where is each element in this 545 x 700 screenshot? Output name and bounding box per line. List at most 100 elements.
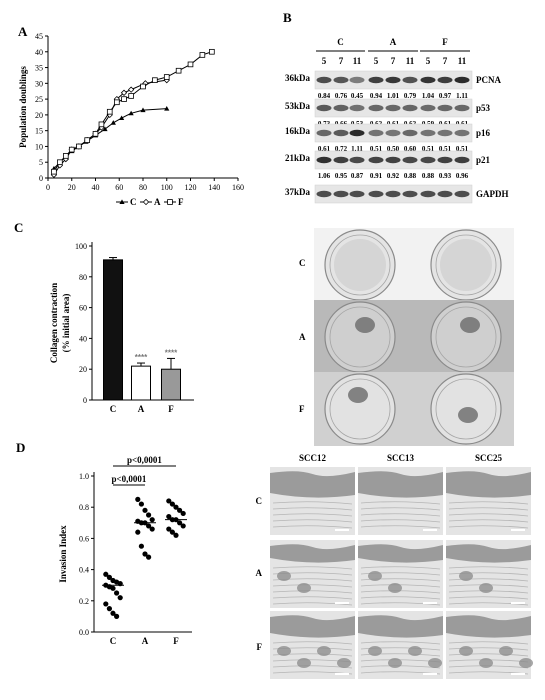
stroma-fiber: [448, 647, 529, 651]
blot-kda-label: 16kDa: [285, 126, 311, 136]
data-point-F: [173, 532, 179, 538]
stroma-fiber: [360, 501, 441, 505]
blot-value: 0.92: [387, 172, 400, 180]
series-point-A: [120, 89, 128, 96]
invading-cell-nest: [428, 658, 442, 668]
series-point-F: [199, 52, 206, 58]
invasion-index-chart: 0.0 0.2 0.4 0.6 0.8 1.0 Invasion Index C A Fp<0,0…: [58, 455, 192, 646]
data-point-C: [114, 590, 120, 596]
data-point-A: [135, 496, 141, 502]
invading-cell-nest: [368, 646, 382, 656]
blot-value: 1.06: [318, 172, 331, 180]
gel-row-label-C: C: [299, 258, 306, 268]
stroma-fiber: [360, 578, 441, 582]
bar-F: [161, 368, 181, 401]
data-point-C: [110, 610, 116, 616]
blot-lane-label: 11: [458, 56, 467, 66]
series-point-F: [76, 143, 82, 150]
blot-band: [316, 156, 332, 164]
blot-band: [368, 129, 384, 137]
y-tick-label: 0.6: [79, 534, 89, 543]
y-tick-label: 15: [35, 127, 43, 136]
y-tick-label: 40: [79, 334, 87, 343]
x-tick-label: A: [138, 404, 145, 414]
stroma-fiber: [448, 653, 529, 657]
blot-kda-label: 36kDa: [285, 73, 311, 83]
invading-cell-nest: [277, 646, 291, 656]
blot-lane-label: 11: [406, 56, 415, 66]
legend-label-A: A: [154, 197, 161, 207]
stroma-fiber: [360, 653, 441, 657]
blot-value: 0.88: [404, 172, 417, 180]
gel-row-label-A: A: [299, 332, 306, 342]
series-point-F: [163, 74, 170, 80]
blot-value: 0.97: [439, 92, 452, 100]
gel-disc: [440, 239, 492, 291]
epithelium-layer: [358, 544, 443, 563]
bar-A: [131, 365, 151, 401]
panel-letter-a: A: [18, 24, 28, 39]
stroma-fiber: [360, 647, 441, 651]
stroma-fiber: [448, 507, 529, 511]
y-axis-title: Invasion Index: [58, 525, 68, 583]
stroma-fiber: [272, 519, 353, 523]
blot-band: [385, 156, 401, 164]
stroma-fiber: [448, 578, 529, 582]
blot-band: [368, 76, 384, 84]
data-point-A: [135, 529, 141, 535]
blot-lane-label: 5: [322, 56, 327, 66]
blot-value: 1.11: [351, 145, 363, 153]
y-tick-label: 35: [35, 64, 43, 73]
stroma-fiber: [448, 572, 529, 576]
blot-value: 1.04: [422, 92, 435, 100]
invading-cell-nest: [277, 571, 291, 581]
x-tick-label: 140: [208, 183, 220, 192]
blot-band: [437, 104, 453, 112]
data-point-F: [173, 504, 179, 510]
stroma-fiber: [360, 572, 441, 576]
gel-dish-rim: [329, 306, 391, 368]
series-point-C: [102, 126, 108, 132]
blot-group-label: F: [442, 37, 448, 47]
epithelium-layer: [446, 544, 531, 563]
blot-band: [368, 104, 384, 112]
blot-band: [333, 156, 349, 164]
data-point-A: [146, 554, 152, 560]
significance-mark: ****: [165, 348, 178, 357]
blot-band: [454, 129, 470, 137]
blot-lane-label: 7: [339, 56, 344, 66]
blot-value: 0.93: [439, 172, 452, 180]
stroma-fiber: [360, 566, 441, 570]
series-point-F: [57, 159, 63, 166]
y-tick-label: 0.0: [79, 628, 89, 637]
growth-curve-chart: 0 5 10 15 20 25 30 35 40 45 0 20 40 60 80 100 120 140 160 P…: [18, 32, 244, 207]
blot-value: 0.88: [422, 172, 435, 180]
y-tick-label: 45: [35, 32, 43, 41]
data-point-C: [117, 595, 123, 601]
blot-value: 0.91: [370, 172, 383, 180]
blot-value: 0.51: [370, 145, 383, 153]
epithelium-layer: [446, 615, 531, 638]
x-tick-label: A: [142, 636, 149, 646]
epithelium-layer: [446, 471, 531, 498]
y-tick-label: 40: [35, 48, 43, 57]
blot-band: [385, 129, 401, 137]
series-point-F: [92, 131, 99, 137]
gel-dish-rim: [435, 378, 497, 440]
stroma-fiber: [272, 513, 353, 517]
invading-cell-nest: [388, 658, 402, 668]
y-tick-label: 5: [39, 158, 43, 167]
stroma-fiber: [272, 501, 353, 505]
x-tick-label: 100: [161, 183, 173, 192]
stroma-fiber: [272, 584, 353, 588]
y-tick-label: 0.8: [79, 503, 89, 512]
y-tick-label: 0: [83, 396, 87, 405]
data-point-C: [103, 601, 109, 607]
y-tick-label: 1.0: [79, 472, 89, 481]
series-point-F: [63, 153, 69, 159]
data-point-C: [106, 606, 112, 612]
legend-marker: [142, 198, 150, 206]
blot-band: [349, 190, 365, 198]
x-tick-label: 80: [139, 183, 147, 192]
data-point-A: [146, 512, 152, 518]
